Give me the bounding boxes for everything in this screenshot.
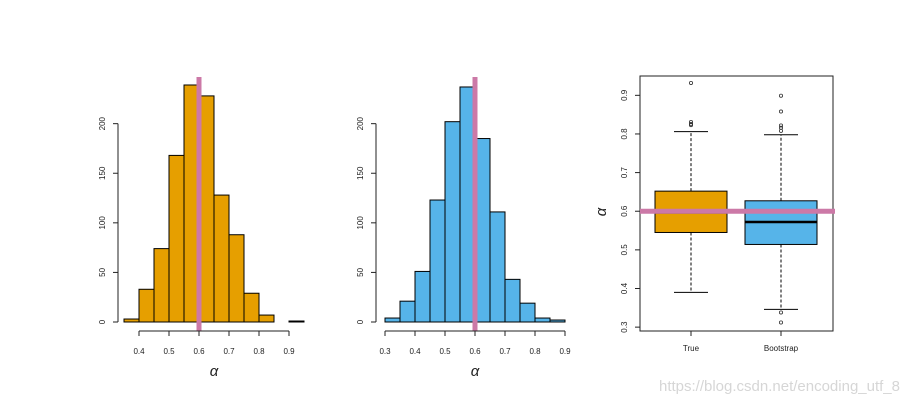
- y-axis: 0 50 100 150 200: [98, 116, 119, 324]
- x-tick-label: 0.6: [193, 347, 205, 356]
- outlier-point: [779, 109, 784, 114]
- histogram-bar: [384, 317, 401, 323]
- y-tick-label: 0.4: [620, 282, 629, 294]
- y-tick-label: 150: [98, 166, 107, 180]
- y-tick-label: 0: [356, 319, 365, 324]
- y-tick-label: 100: [98, 216, 107, 230]
- y-tick-label: 200: [98, 116, 107, 130]
- outlier-point: [779, 310, 784, 315]
- y-axis-label: α: [593, 207, 610, 216]
- y-tick-label: 0.3: [620, 321, 629, 333]
- x-tick-label: True: [683, 344, 700, 353]
- y-tick-label: 0: [98, 319, 107, 324]
- outlier-point: [779, 93, 784, 98]
- histogram-bar: [288, 320, 305, 323]
- outlier-point: [689, 80, 694, 85]
- y-tick-label: 0.5: [620, 244, 629, 256]
- x-tick-label: 0.8: [253, 347, 265, 356]
- histogram-bar: [534, 317, 551, 323]
- histogram-bar: [549, 319, 566, 323]
- histogram-bar: [243, 292, 260, 323]
- histogram-bar: [213, 194, 230, 323]
- histogram-bar: [429, 199, 446, 323]
- y-tick-label: 0.7: [620, 166, 629, 178]
- outlier-point: [779, 125, 784, 130]
- histogram-bar: [138, 288, 155, 323]
- outlier-point: [779, 123, 784, 128]
- histogram-bar: [123, 318, 140, 323]
- histogram-bar: [414, 270, 431, 323]
- boxplot-panel: 0.3 0.4 0.5 0.6 0.7 0.8 0.9 True Bootstrap α: [593, 75, 835, 353]
- y-tick-label: 200: [356, 116, 365, 130]
- x-axis-label: α: [210, 363, 219, 380]
- histogram-panel-1: 0 50 100 150 200 0.4 0.5 0.6 0.7 0.8 0.9 α: [98, 77, 305, 380]
- histogram-bar: [153, 248, 170, 323]
- x-tick-label: 0.3: [379, 347, 391, 356]
- x-axis-label: α: [471, 363, 480, 380]
- box-true: [654, 80, 728, 293]
- outlier-point: [689, 121, 694, 126]
- x-tick-label: 0.4: [133, 347, 145, 356]
- histogram-bar: [399, 300, 416, 323]
- x-tick-label: 0.9: [283, 347, 295, 356]
- y-tick-label: 0.8: [620, 128, 629, 140]
- x-tick-label: 0.5: [439, 347, 451, 356]
- y-tick-label: 50: [98, 267, 107, 276]
- watermark-text: https://blog.csdn.net/encoding_utf_8: [658, 378, 900, 395]
- x-tick-label: 0.9: [559, 347, 571, 356]
- box-bootstrap: [744, 93, 818, 325]
- y-tick-label: 50: [356, 267, 365, 276]
- plot-frame: [639, 75, 834, 332]
- y-tick-label: 100: [356, 216, 365, 230]
- histogram-bar: [228, 234, 245, 323]
- histogram-bar: [504, 278, 521, 323]
- x-tick-label: 0.7: [499, 347, 511, 356]
- y-tick-label: 150: [356, 166, 365, 180]
- histogram-bar: [258, 314, 275, 323]
- x-tick-label: 0.7: [223, 347, 235, 356]
- y-tick-label: 0.9: [620, 89, 629, 101]
- histogram-bar: [489, 211, 506, 323]
- y-axis: 0 50 100 150 200: [356, 116, 377, 324]
- outlier-point: [689, 119, 694, 124]
- y-tick-label: 0.6: [620, 205, 629, 217]
- x-tick-label: 0.4: [409, 347, 421, 356]
- outlier-point: [779, 320, 784, 325]
- histogram-bar: [168, 154, 185, 323]
- histogram-panel-2: 0 50 100 150 200 0.3 0.4 0.5 0.6 0.7 0.8 0.9 α: [356, 77, 571, 380]
- x-tick-label: 0.8: [529, 347, 541, 356]
- x-tick-label: 0.6: [469, 347, 481, 356]
- x-axis: 0.4 0.5 0.6 0.7 0.8 0.9: [133, 330, 295, 356]
- x-tick-label: Bootstrap: [764, 344, 799, 353]
- x-axis: 0.3 0.4 0.5 0.6 0.7 0.8 0.9: [379, 330, 571, 356]
- histogram-bar: [444, 121, 461, 323]
- histogram-bar: [519, 302, 536, 323]
- y-axis: 0.3 0.4 0.5 0.6 0.7 0.8 0.9: [620, 89, 640, 333]
- x-tick-label: 0.5: [163, 347, 175, 356]
